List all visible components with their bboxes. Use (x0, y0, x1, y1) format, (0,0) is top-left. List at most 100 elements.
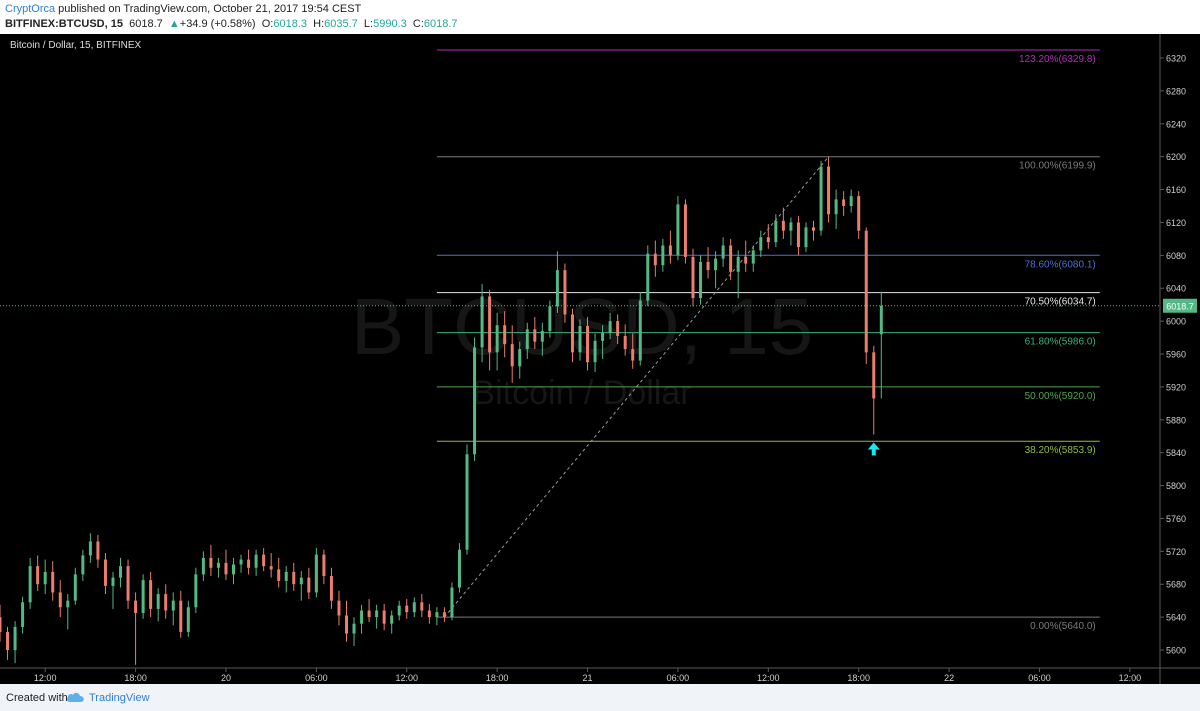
fib-anchor-line[interactable] (444, 156, 829, 618)
x-tick-label: 06:00 (667, 673, 690, 683)
candle-body (58, 592, 62, 608)
candle-body (646, 253, 650, 301)
candle-body (232, 564, 236, 575)
candle-body (766, 237, 770, 243)
candle-body (119, 566, 123, 578)
candle-body (337, 600, 341, 616)
candle-body (6, 631, 10, 650)
candle-body (141, 580, 145, 613)
candle-body (744, 256, 748, 264)
y-tick-label: 6000 (1166, 317, 1186, 327)
last-price-text: 6018.7 (129, 18, 163, 30)
annotation-arrow[interactable] (867, 442, 880, 456)
y-tick-label: 6040 (1166, 284, 1186, 294)
created-with-label: Created with (6, 692, 68, 704)
x-tick-label: 20 (221, 673, 231, 683)
last-price-line: 6018.7 (0, 298, 1197, 313)
y-tick-label: 6320 (1166, 54, 1186, 64)
candle-body (28, 566, 32, 603)
candle-body (616, 321, 620, 336)
candle-body (450, 587, 454, 618)
candle-body (751, 250, 755, 264)
x-tick-label: 18:00 (847, 673, 870, 683)
candle-body (360, 610, 364, 624)
y-tick-label: 5800 (1166, 481, 1186, 491)
arrow-up-icon[interactable] (867, 442, 880, 456)
fib-level-label: 100.00%(6199.9) (1019, 161, 1096, 172)
x-tick-label: 21 (583, 673, 593, 683)
candle-body (759, 237, 763, 251)
candle-body (307, 577, 311, 593)
candle-body (578, 326, 582, 353)
candle-body (427, 610, 431, 618)
low-value: 5990.3 (373, 18, 407, 30)
candle-body (201, 557, 205, 575)
candle-body (390, 615, 394, 624)
candle-body (81, 555, 85, 575)
fibonacci-retracement[interactable]: 123.20%(6329.8) 100.00%(6199.9) 78.60%(608… (436, 49, 1100, 632)
trend-line[interactable] (444, 156, 829, 618)
x-tick-label: 18:00 (486, 673, 509, 683)
candle-body (442, 612, 446, 618)
candle-body (676, 204, 680, 256)
candle-body (608, 321, 612, 333)
candle-body (277, 569, 281, 581)
tradingview-link[interactable]: TradingView (89, 692, 150, 704)
candle-body (653, 253, 657, 266)
candle-body (872, 352, 876, 399)
candle-body (420, 602, 424, 611)
x-tick-label: 12:00 (757, 673, 780, 683)
candle-body (503, 325, 507, 345)
candle-body (555, 270, 559, 307)
watermark-name: Bitcoin / Dollar (472, 374, 691, 412)
candle-body (96, 541, 100, 560)
fib-level-label: 38.20%(5853.9) (1025, 445, 1096, 456)
candle-body (299, 577, 303, 585)
price-axis[interactable] (1160, 34, 1200, 684)
candle-body (66, 600, 70, 608)
candle-body (322, 554, 326, 576)
candle-body (352, 623, 356, 634)
candle-body (43, 571, 47, 585)
candle-body (344, 615, 348, 634)
candle-body (262, 554, 266, 567)
candle-body (473, 347, 477, 455)
candle-body (103, 559, 107, 586)
y-tick-label: 5880 (1166, 415, 1186, 425)
candle-body (171, 600, 175, 611)
time-axis-ticks: 12:00 18:00 20 06:00 12:00 18:00 21 06:00 12:00 1… (34, 668, 1141, 683)
candle-body (435, 612, 439, 618)
author-link[interactable]: CryptOrca (5, 3, 56, 15)
candle-body (495, 325, 499, 353)
fib-level-label: 123.20%(6329.8) (1019, 54, 1096, 65)
y-tick-label: 5760 (1166, 514, 1186, 524)
candle-body (812, 227, 816, 231)
candle-body (292, 571, 296, 585)
candle-body (405, 605, 409, 613)
candle-body (0, 617, 2, 632)
x-tick-label: 18:00 (124, 673, 147, 683)
y-tick-label: 6280 (1166, 86, 1186, 96)
candle-body (781, 220, 785, 231)
price-chart[interactable]: BTCUSD, 15 Bitcoin / Dollar 123.20%(6329… (0, 34, 1200, 684)
close-label: C: (412, 18, 424, 30)
y-tick-label: 6240 (1166, 119, 1186, 129)
candle-body (397, 605, 401, 616)
chart-title: Bitcoin / Dollar, 15, BITFINEX (10, 40, 141, 51)
candle-body (216, 562, 220, 568)
candle-body (879, 305, 883, 335)
candle-body (631, 349, 635, 361)
publish-info: CryptOrca published on TradingView.com, … (5, 3, 361, 15)
candle-body (623, 335, 627, 350)
candle-body (691, 256, 695, 299)
x-tick-label: 06:00 (1028, 673, 1051, 683)
candle-body (774, 220, 778, 243)
y-tick-label: 5720 (1166, 547, 1186, 557)
candle-body (329, 576, 333, 601)
tradingview-cloud-icon (66, 692, 84, 702)
candle-body (525, 329, 529, 350)
x-tick-label: 06:00 (305, 673, 328, 683)
candle-body (540, 330, 544, 342)
candle-body (134, 600, 138, 613)
symbol-label: BITFINEX:BTCUSD, 15 (5, 18, 123, 30)
